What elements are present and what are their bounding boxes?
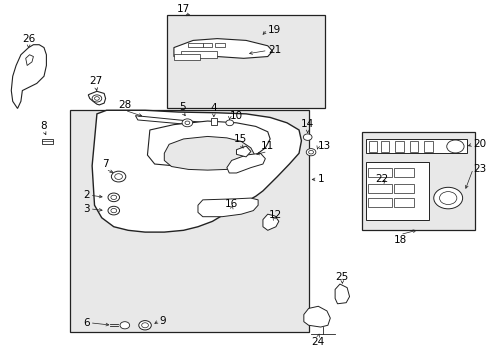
Text: 20: 20	[472, 139, 486, 149]
Text: 3: 3	[83, 204, 89, 214]
Circle shape	[433, 187, 462, 209]
Text: 18: 18	[393, 235, 406, 244]
Polygon shape	[334, 284, 349, 304]
Bar	[214, 42, 225, 47]
Bar	[70, 110, 308, 332]
Polygon shape	[198, 198, 258, 217]
Bar	[210, 118, 216, 125]
Polygon shape	[303, 306, 329, 327]
Circle shape	[303, 134, 311, 140]
Text: 21: 21	[267, 45, 281, 55]
Text: 10: 10	[229, 111, 243, 121]
Circle shape	[182, 119, 192, 127]
Circle shape	[115, 174, 122, 179]
Bar	[423, 141, 432, 152]
Polygon shape	[92, 110, 301, 232]
Polygon shape	[26, 55, 33, 66]
Text: 2: 2	[83, 190, 89, 200]
Bar	[393, 198, 413, 207]
Polygon shape	[263, 214, 278, 230]
Circle shape	[142, 323, 148, 328]
Text: 15: 15	[233, 134, 246, 144]
Bar	[367, 198, 391, 207]
Circle shape	[111, 195, 117, 199]
Circle shape	[111, 208, 117, 213]
Circle shape	[108, 206, 119, 215]
Text: 25: 25	[335, 272, 348, 282]
Bar	[367, 184, 391, 193]
Text: 5: 5	[179, 102, 185, 112]
Circle shape	[120, 322, 129, 329]
Polygon shape	[164, 136, 255, 170]
Bar	[393, 168, 413, 176]
Bar	[166, 15, 325, 108]
Text: 17: 17	[177, 4, 190, 14]
Text: 8: 8	[41, 121, 47, 131]
Polygon shape	[236, 146, 250, 157]
Text: 26: 26	[22, 34, 35, 44]
Bar	[361, 132, 474, 230]
Text: 6: 6	[83, 318, 89, 328]
Bar	[368, 141, 377, 152]
Text: 9: 9	[159, 316, 166, 325]
Bar	[174, 54, 200, 60]
Circle shape	[446, 140, 463, 153]
Polygon shape	[174, 39, 272, 58]
Bar	[203, 42, 212, 47]
Text: 19: 19	[267, 24, 281, 35]
Circle shape	[92, 95, 102, 102]
Bar	[409, 141, 418, 152]
Circle shape	[225, 120, 233, 126]
Polygon shape	[88, 91, 105, 105]
Text: 13: 13	[318, 141, 331, 151]
Bar	[366, 162, 428, 220]
Polygon shape	[226, 153, 265, 173]
Text: 24: 24	[311, 337, 324, 347]
Text: 1: 1	[317, 175, 323, 184]
Bar	[394, 141, 403, 152]
Bar	[366, 139, 467, 153]
Polygon shape	[11, 45, 46, 108]
Bar	[393, 184, 413, 193]
Bar	[41, 139, 53, 144]
Polygon shape	[135, 116, 209, 126]
Bar	[380, 141, 389, 152]
Circle shape	[94, 97, 99, 100]
Circle shape	[308, 150, 313, 154]
Bar	[367, 168, 391, 176]
Circle shape	[184, 121, 189, 125]
Text: 12: 12	[268, 210, 281, 220]
Circle shape	[139, 321, 151, 330]
Text: 22: 22	[374, 174, 387, 184]
Text: 11: 11	[261, 141, 274, 152]
Text: 14: 14	[301, 119, 314, 129]
Bar	[188, 42, 203, 47]
Circle shape	[108, 193, 119, 202]
Circle shape	[439, 192, 456, 204]
Text: 4: 4	[210, 103, 217, 113]
Text: 27: 27	[89, 76, 102, 86]
Text: 28: 28	[118, 100, 131, 110]
Circle shape	[111, 171, 125, 182]
Text: 7: 7	[102, 159, 109, 170]
Polygon shape	[147, 121, 269, 166]
Text: 16: 16	[224, 199, 238, 209]
Text: 23: 23	[472, 164, 486, 174]
Circle shape	[305, 149, 315, 156]
Bar	[181, 51, 217, 58]
